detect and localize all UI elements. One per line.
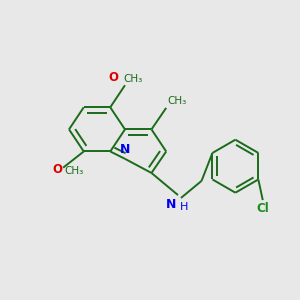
Text: N: N [120,143,130,157]
Text: CH₃: CH₃ [64,167,84,176]
Text: N: N [166,198,176,211]
Text: O: O [53,164,63,176]
Text: CH₃: CH₃ [168,96,187,106]
Text: H: H [179,202,188,212]
Text: O: O [109,71,119,84]
Text: Cl: Cl [256,202,269,215]
Text: CH₃: CH₃ [124,74,143,84]
